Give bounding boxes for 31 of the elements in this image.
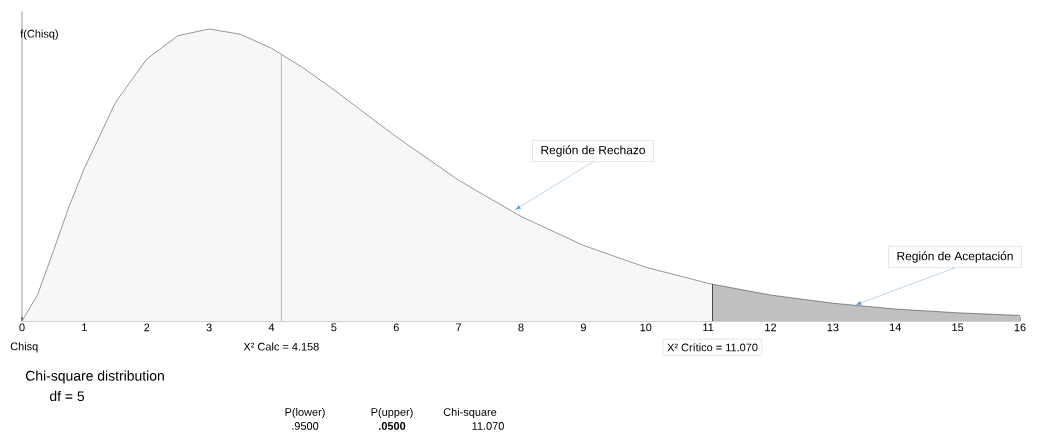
x-tick-label: 13 [827,323,839,332]
x-tick-label: 10 [640,323,652,332]
x-tick-label: 1 [82,323,87,332]
x-tick-label: 0 [19,323,25,332]
text: 11.070 [472,422,504,430]
x-tick-label: 5 [331,323,337,332]
ref-line-label: X² Crítico = 11.070 [667,343,758,352]
text: P(upper) [371,407,413,419]
x-tick-label: 15 [952,323,964,332]
x-tick-label: 9 [580,323,586,332]
x-tick-label: 2 [144,323,150,332]
x-tick-label: 3 [206,323,212,332]
x-tick-label: 4 [268,323,275,332]
text: df = 5 [49,390,85,402]
text: Chi-square distribution [25,370,164,384]
ref-line-label: X² Calc = 4.158 [243,342,319,351]
x-tick-label: 16 [1014,323,1026,332]
x-tick-label: 14 [889,323,902,332]
x-tick-label: 12 [765,323,777,332]
text: Chi-square [443,407,497,419]
x-axis-title: Chisq [10,342,38,353]
text: .9500 [292,422,319,430]
y-axis-title: f(Chisq) [20,29,58,40]
text: P(lower) [285,407,325,419]
x-tick-label: 8 [518,323,524,332]
x-tick-label: 7 [456,323,462,332]
x-tick-label: 6 [393,323,399,332]
annotation: Región de Aceptación [897,251,1013,263]
text: .0500 [379,422,406,430]
x-tick-label: 11 [703,323,714,332]
annotation: Región de Rechazo [541,145,645,157]
